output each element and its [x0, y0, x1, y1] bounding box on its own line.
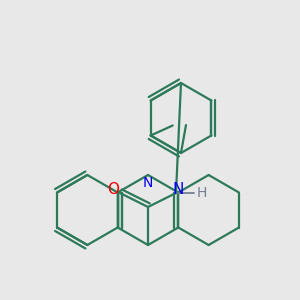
- Text: N: N: [172, 182, 184, 196]
- Text: N: N: [143, 176, 153, 190]
- Text: O: O: [107, 182, 119, 197]
- Text: H: H: [197, 186, 207, 200]
